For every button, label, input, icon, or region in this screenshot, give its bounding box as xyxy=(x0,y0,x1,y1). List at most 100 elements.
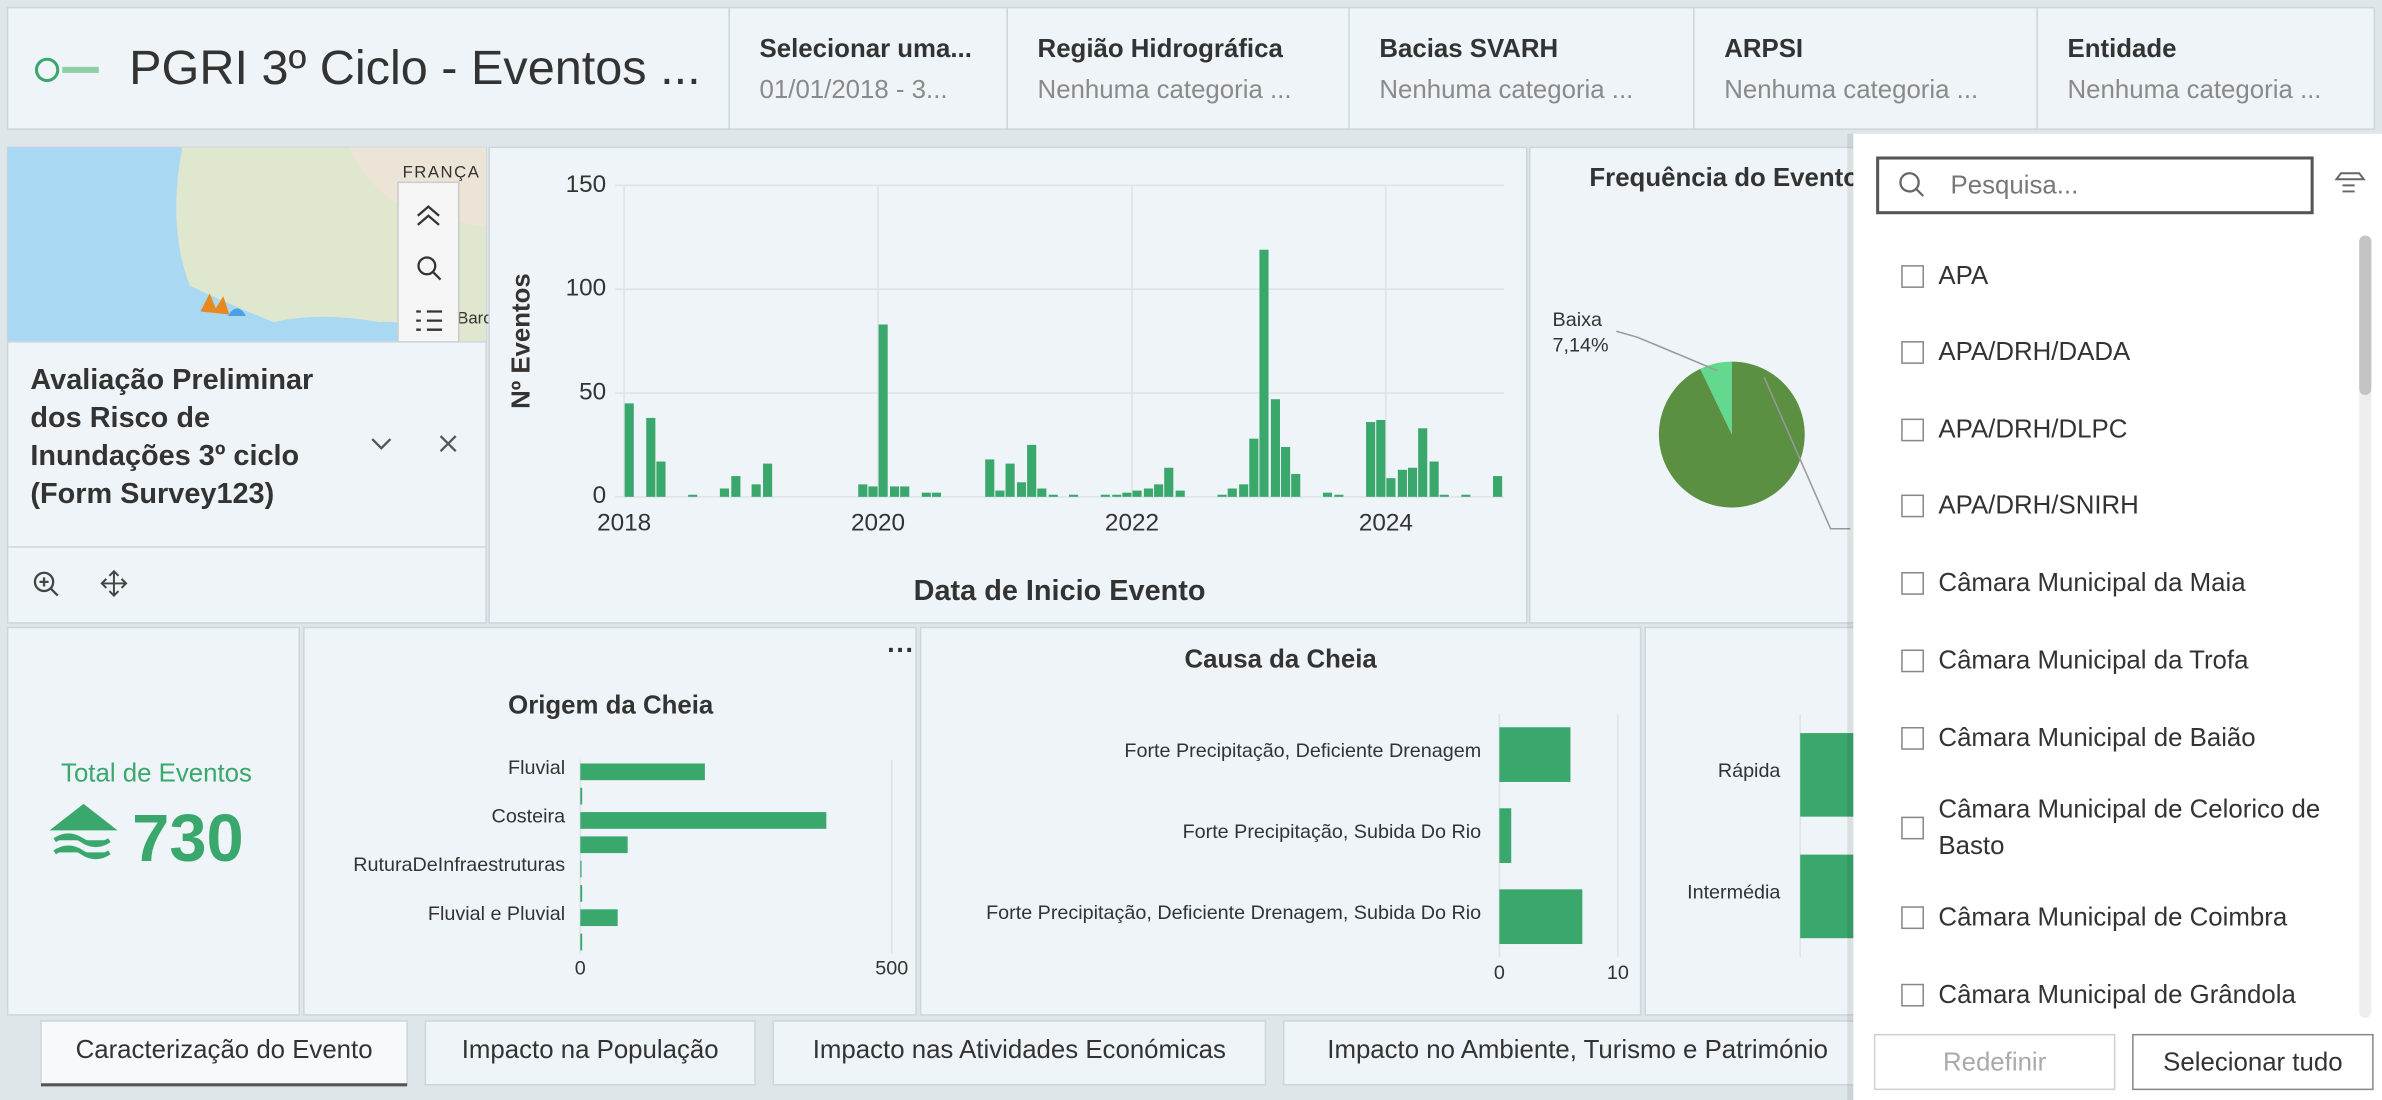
bar xyxy=(1322,492,1333,497)
reset-button[interactable] xyxy=(1873,1033,2116,1091)
scrollbar-thumb[interactable] xyxy=(2359,235,2372,396)
bar xyxy=(1217,494,1227,497)
bar xyxy=(1376,419,1386,497)
bar xyxy=(1132,490,1142,497)
bar xyxy=(580,763,705,781)
bar xyxy=(1037,488,1047,497)
tab-active[interactable] xyxy=(40,1020,408,1086)
search-placeholder: Pesquisa... xyxy=(1951,172,2079,200)
filter-value: Nenhuma categoria ... xyxy=(1038,76,1292,104)
bar xyxy=(1439,494,1449,497)
bar xyxy=(580,812,827,829)
filter-label: Região Hidrográfica xyxy=(1038,35,1284,63)
filter-label: ARPSI xyxy=(1724,35,1803,63)
category-label: Costeira xyxy=(492,806,566,828)
bar xyxy=(900,486,910,497)
bar xyxy=(580,787,583,805)
x-tick-label: 2020 xyxy=(851,510,905,537)
checkbox[interactable] xyxy=(1901,727,1924,750)
bar xyxy=(1461,494,1471,497)
list-item-label: Câmara Municipal da Trofa xyxy=(1938,645,2249,675)
category-label: Rápida xyxy=(1718,760,1781,782)
expand-button[interactable] xyxy=(371,438,392,450)
checkbox[interactable] xyxy=(1901,649,1924,673)
indicator-value: 730 xyxy=(132,801,243,876)
list-item-label: Câmara Municipal de Grândola xyxy=(1938,979,2296,1009)
bar xyxy=(1259,249,1269,497)
bar xyxy=(580,909,618,927)
checkbox[interactable] xyxy=(1901,494,1924,518)
list-item-label: Câmara Municipal de Coimbra xyxy=(1938,902,2288,932)
x-tick-label: 0 xyxy=(575,958,586,980)
filter-button[interactable] xyxy=(729,8,1007,130)
tab-label: Impacto na População xyxy=(462,1036,719,1064)
search-button[interactable] xyxy=(417,256,437,276)
tab[interactable] xyxy=(424,1020,756,1086)
filter-panel: Pesquisa... APA APA/DRH/DADA APA/DRH/DLPC A… xyxy=(1847,133,2382,1100)
bar xyxy=(1122,492,1132,497)
filter-button[interactable] xyxy=(1349,8,1694,130)
layers-button[interactable] xyxy=(416,310,443,331)
checkbox[interactable] xyxy=(1901,341,1924,364)
checkbox[interactable] xyxy=(1901,265,1924,288)
bar xyxy=(1270,399,1280,497)
filter-value: 01/01/2018 - 3... xyxy=(760,76,948,104)
checkbox[interactable] xyxy=(1901,983,1924,1007)
list-item-label: APA/DRH/DADA xyxy=(1938,337,2131,367)
filter-label: Selecionar uma... xyxy=(760,35,972,63)
close-button[interactable] xyxy=(439,435,457,453)
checkbox[interactable] xyxy=(1901,816,1924,840)
map-title-box: Avaliação Preliminar dos Risco de Inunda… xyxy=(30,365,313,511)
filter-button[interactable] xyxy=(2037,8,2374,130)
bar xyxy=(1499,727,1571,782)
bar xyxy=(731,476,741,497)
pan-button[interactable] xyxy=(100,569,128,597)
filter-button[interactable] xyxy=(1007,8,1349,130)
map-toolbar xyxy=(397,181,460,343)
cause-card xyxy=(919,626,1642,1016)
bar xyxy=(1407,467,1418,497)
map-event-icon xyxy=(227,308,247,317)
bar xyxy=(1069,494,1079,497)
list-item: APA/DRH/DADA xyxy=(1938,337,2131,367)
x-tick-label: 0 xyxy=(1494,962,1505,984)
bar xyxy=(1334,494,1344,497)
y-tick-label: 0 xyxy=(593,482,607,509)
x-tick-label: 2018 xyxy=(597,510,651,537)
bar xyxy=(1429,461,1439,497)
bar xyxy=(1154,484,1164,497)
category-label: Forte Precipitação, Deficiente Drenagem,… xyxy=(986,902,1481,924)
bar xyxy=(1227,488,1237,497)
y-tick-label: 150 xyxy=(566,171,607,198)
tab[interactable] xyxy=(1282,1020,1873,1086)
x-axis-title: Data de Inicio Evento xyxy=(914,575,1206,607)
checkbox[interactable] xyxy=(1901,906,1924,930)
bar xyxy=(751,484,761,497)
category-label: Intermédia xyxy=(1687,882,1780,904)
checkbox[interactable] xyxy=(1901,572,1924,595)
indicator-icon xyxy=(49,803,118,860)
list-item-label: Câmara Municipal de Celorico de Basto xyxy=(1938,794,2321,860)
select-all-button[interactable] xyxy=(2132,1033,2374,1091)
bar xyxy=(1499,808,1512,863)
filter-options[interactable] xyxy=(2334,172,2366,193)
bar xyxy=(1112,494,1122,497)
list-item: Câmara Municipal da Maia xyxy=(1938,568,2245,597)
bar xyxy=(719,488,729,497)
category-label: RuturaDeInfraestruturas xyxy=(353,854,565,876)
bar xyxy=(1493,476,1503,497)
checkbox[interactable] xyxy=(1901,418,1924,442)
bar xyxy=(1005,463,1015,497)
collapse-button[interactable] xyxy=(417,205,440,226)
panel-background xyxy=(1853,133,2382,1100)
list-item: Câmara Municipal da Trofa xyxy=(1938,645,2249,675)
bar xyxy=(1249,438,1259,497)
y-tick-label: 50 xyxy=(579,378,606,405)
zoom-button[interactable] xyxy=(33,571,55,593)
tab[interactable] xyxy=(772,1020,1267,1086)
list-item: APA xyxy=(1938,261,1988,290)
more-options[interactable]: ··· xyxy=(887,634,914,665)
filter-button[interactable] xyxy=(1694,8,2037,130)
search-box[interactable] xyxy=(1876,156,2314,215)
